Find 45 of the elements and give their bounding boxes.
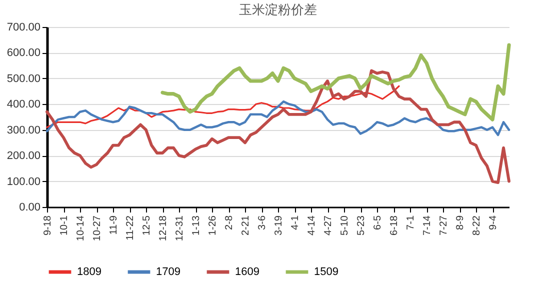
y-tick-label: 0.00 <box>19 202 40 214</box>
x-tick-label: 10-27 <box>92 215 103 242</box>
legend-label: 1809 <box>77 266 102 278</box>
x-tick-label: 12-5 <box>142 215 152 236</box>
x-tick-label: 9-4 <box>488 215 499 230</box>
x-tick-label: 8-9 <box>455 215 466 230</box>
x-tick-label: 3-6 <box>257 215 268 230</box>
line-series <box>160 43 511 122</box>
x-tick-label: 7-1 <box>406 215 416 230</box>
x-tick-label: 12-18 <box>158 215 169 242</box>
y-tick-label: 500.00 <box>6 72 40 85</box>
x-tick-label: 2-8 <box>224 215 235 230</box>
x-tick-label: 3-19 <box>274 215 284 236</box>
legend-label: 1609 <box>235 266 260 278</box>
x-tick-label: 4-27 <box>323 215 334 236</box>
y-tick-label: 600.00 <box>6 47 40 60</box>
x-tick-label: 4-1 <box>290 215 301 230</box>
x-tick-label: 1-13 <box>191 215 202 236</box>
x-tick-label: 1-26 <box>208 215 218 236</box>
y-tick-label: 700.00 <box>6 22 40 34</box>
chart-title: 玉米淀粉价差 <box>239 3 317 18</box>
x-tick-label: 6-5 <box>372 215 384 230</box>
x-tick-label: 7-27 <box>438 215 450 236</box>
line-series <box>46 85 400 128</box>
x-tick-label: 10-14 <box>76 215 86 242</box>
x-tick-label: 2-21 <box>240 215 252 236</box>
legend-label: 1509 <box>314 266 338 278</box>
x-tick-label: 12-31 <box>174 215 186 242</box>
x-tick-label: 10-1 <box>59 215 70 236</box>
x-tick-label: 11-22 <box>125 215 136 240</box>
x-tick-label: 5-10 <box>340 215 350 236</box>
x-tick-label: 11-9 <box>108 215 120 235</box>
x-tick-label: 4-14 <box>306 215 318 236</box>
y-tick-label: 200.00 <box>6 150 40 162</box>
x-tick-label: 7-14 <box>422 215 433 236</box>
line-series <box>46 100 510 136</box>
x-tick-label: 6-18 <box>389 215 400 236</box>
line-series <box>46 69 510 184</box>
legend-label: 1709 <box>156 266 180 278</box>
x-tick-label: 9-18 <box>42 215 54 236</box>
y-tick-label: 400.00 <box>6 98 40 111</box>
x-tick-label: 5-23 <box>356 215 367 236</box>
y-tick-label: 300.00 <box>6 124 40 136</box>
x-tick-label: 8-22 <box>472 215 482 236</box>
y-tick-label: 100.00 <box>6 176 40 188</box>
